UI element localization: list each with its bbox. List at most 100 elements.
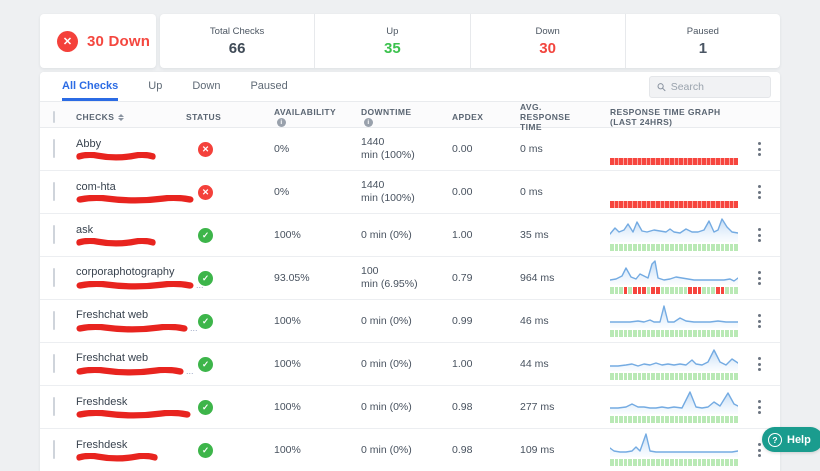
bar-segment-up xyxy=(660,287,665,294)
row-checkbox[interactable] xyxy=(53,139,55,158)
bar-segment-up xyxy=(692,373,697,380)
row-menu-kebab-icon[interactable] xyxy=(750,395,768,419)
bar-segment-up xyxy=(660,459,665,466)
row-checkbox[interactable] xyxy=(53,182,55,201)
search-input[interactable] xyxy=(670,81,763,93)
downtime-value: 0 min (0%) xyxy=(361,228,412,241)
bar-segment-down xyxy=(610,201,614,208)
stats-summary-card: Total Checks 66 Up 35 Down 30 Paused 1 xyxy=(160,14,780,68)
downtime-info-icon[interactable]: i xyxy=(364,118,373,127)
bar-segment-up xyxy=(614,330,619,337)
redaction-scribble xyxy=(76,151,156,161)
row-menu-kebab-icon[interactable] xyxy=(750,309,768,333)
bar-segment-up xyxy=(683,244,688,251)
bar-segment-up xyxy=(633,373,637,380)
bar-segment-up xyxy=(683,459,688,466)
sort-icon[interactable] xyxy=(118,113,125,121)
bar-segment-up xyxy=(734,287,739,294)
bar-segment-up xyxy=(656,244,660,251)
avg-response-value: 46 ms xyxy=(520,315,549,327)
bar-segment-up xyxy=(619,287,623,294)
url-truncation-ellipsis: ... xyxy=(196,280,204,290)
bar-segment-up xyxy=(646,459,651,466)
row-checkbox[interactable] xyxy=(53,397,55,416)
row-checkbox[interactable] xyxy=(53,268,55,287)
downtime-value: 1440 min (100%) xyxy=(361,136,415,161)
bar-segment-up xyxy=(716,244,720,251)
check-name-cell[interactable]: Freshchat web... xyxy=(76,352,194,376)
check-name-cell[interactable]: Freshdesk xyxy=(76,396,191,419)
check-name: corporaphotography xyxy=(76,266,175,278)
help-button[interactable]: ? Help xyxy=(762,427,820,452)
check-url-redacted xyxy=(76,452,186,462)
stat-total-checks-value: 66 xyxy=(228,39,246,57)
url-truncation-ellipsis: ... xyxy=(190,323,198,333)
availability-value: 100% xyxy=(274,229,301,241)
bar-segment-up xyxy=(697,459,702,466)
bar-segment-down xyxy=(623,158,628,165)
availability-bar-strip xyxy=(610,287,739,294)
bar-segment-up xyxy=(656,373,660,380)
bar-segment-up xyxy=(706,330,711,337)
bar-segment-up xyxy=(665,244,669,251)
response-time-graph-cell xyxy=(580,171,748,213)
bar-segment-up xyxy=(610,373,614,380)
bar-segment-up xyxy=(716,330,720,337)
bar-segment-down xyxy=(628,201,633,208)
bar-segment-up xyxy=(610,244,614,251)
downtime-value: 1440 min (100%) xyxy=(361,179,415,204)
bar-segment-up xyxy=(633,459,637,466)
check-name-cell[interactable]: com-hta xyxy=(76,181,194,204)
bar-segment-down xyxy=(660,158,665,165)
check-name-cell[interactable]: ask xyxy=(76,224,186,247)
availability-info-icon[interactable]: i xyxy=(277,118,286,127)
bar-segment-up xyxy=(669,287,674,294)
row-checkbox[interactable] xyxy=(53,440,55,459)
check-row-select-cell xyxy=(40,182,76,201)
tab-paused[interactable]: Paused xyxy=(250,80,288,92)
check-url-redacted xyxy=(76,409,191,419)
bar-segment-down xyxy=(646,201,651,208)
row-menu-kebab-icon[interactable] xyxy=(750,223,768,247)
check-name-cell[interactable]: Abby xyxy=(76,138,186,161)
row-menu-kebab-icon[interactable] xyxy=(750,438,768,462)
bar-segment-up xyxy=(702,287,706,294)
downtime-value: 0 min (0%) xyxy=(361,314,412,327)
check-name-cell[interactable]: corporaphotography... xyxy=(76,266,204,290)
bar-segment-up xyxy=(706,373,711,380)
tab-all-checks[interactable]: All Checks xyxy=(62,72,119,101)
bar-segment-up xyxy=(628,459,633,466)
check-name-cell[interactable]: Freshdesk xyxy=(76,439,186,462)
select-all-checkbox[interactable] xyxy=(53,111,55,123)
row-menu-kebab-icon[interactable] xyxy=(750,137,768,161)
row-menu-kebab-icon[interactable] xyxy=(750,266,768,290)
bar-segment-up xyxy=(619,373,623,380)
down-alert-card[interactable]: ✕ 30 Down xyxy=(40,14,156,68)
bar-segment-up xyxy=(646,373,651,380)
bar-segment-up xyxy=(711,373,716,380)
bar-segment-up xyxy=(656,459,660,466)
bar-segment-down xyxy=(734,201,739,208)
redaction-scribble xyxy=(76,452,158,462)
bar-segment-up xyxy=(688,330,692,337)
column-header-checks[interactable]: CHECKS xyxy=(76,112,186,122)
row-checkbox[interactable] xyxy=(53,225,55,244)
row-checkbox[interactable] xyxy=(53,311,55,330)
status-up-icon: ✓ xyxy=(198,356,213,372)
row-menu-kebab-icon[interactable] xyxy=(750,352,768,376)
bar-segment-up xyxy=(610,416,614,423)
check-url-redacted: ... xyxy=(76,280,204,290)
bar-segment-up xyxy=(729,330,734,337)
row-menu-kebab-icon[interactable] xyxy=(750,180,768,204)
bar-segment-up xyxy=(720,244,725,251)
bar-segment-up xyxy=(614,287,619,294)
check-name-cell[interactable]: Freshchat web... xyxy=(76,309,198,333)
row-checkbox[interactable] xyxy=(53,354,55,373)
check-row-select-cell xyxy=(40,354,76,373)
tab-up[interactable]: Up xyxy=(148,80,163,92)
help-icon: ? xyxy=(768,432,782,447)
bar-segment-up xyxy=(656,330,660,337)
search-box[interactable] xyxy=(649,76,771,98)
bar-segment-down xyxy=(688,158,692,165)
tab-down[interactable]: Down xyxy=(192,80,221,92)
